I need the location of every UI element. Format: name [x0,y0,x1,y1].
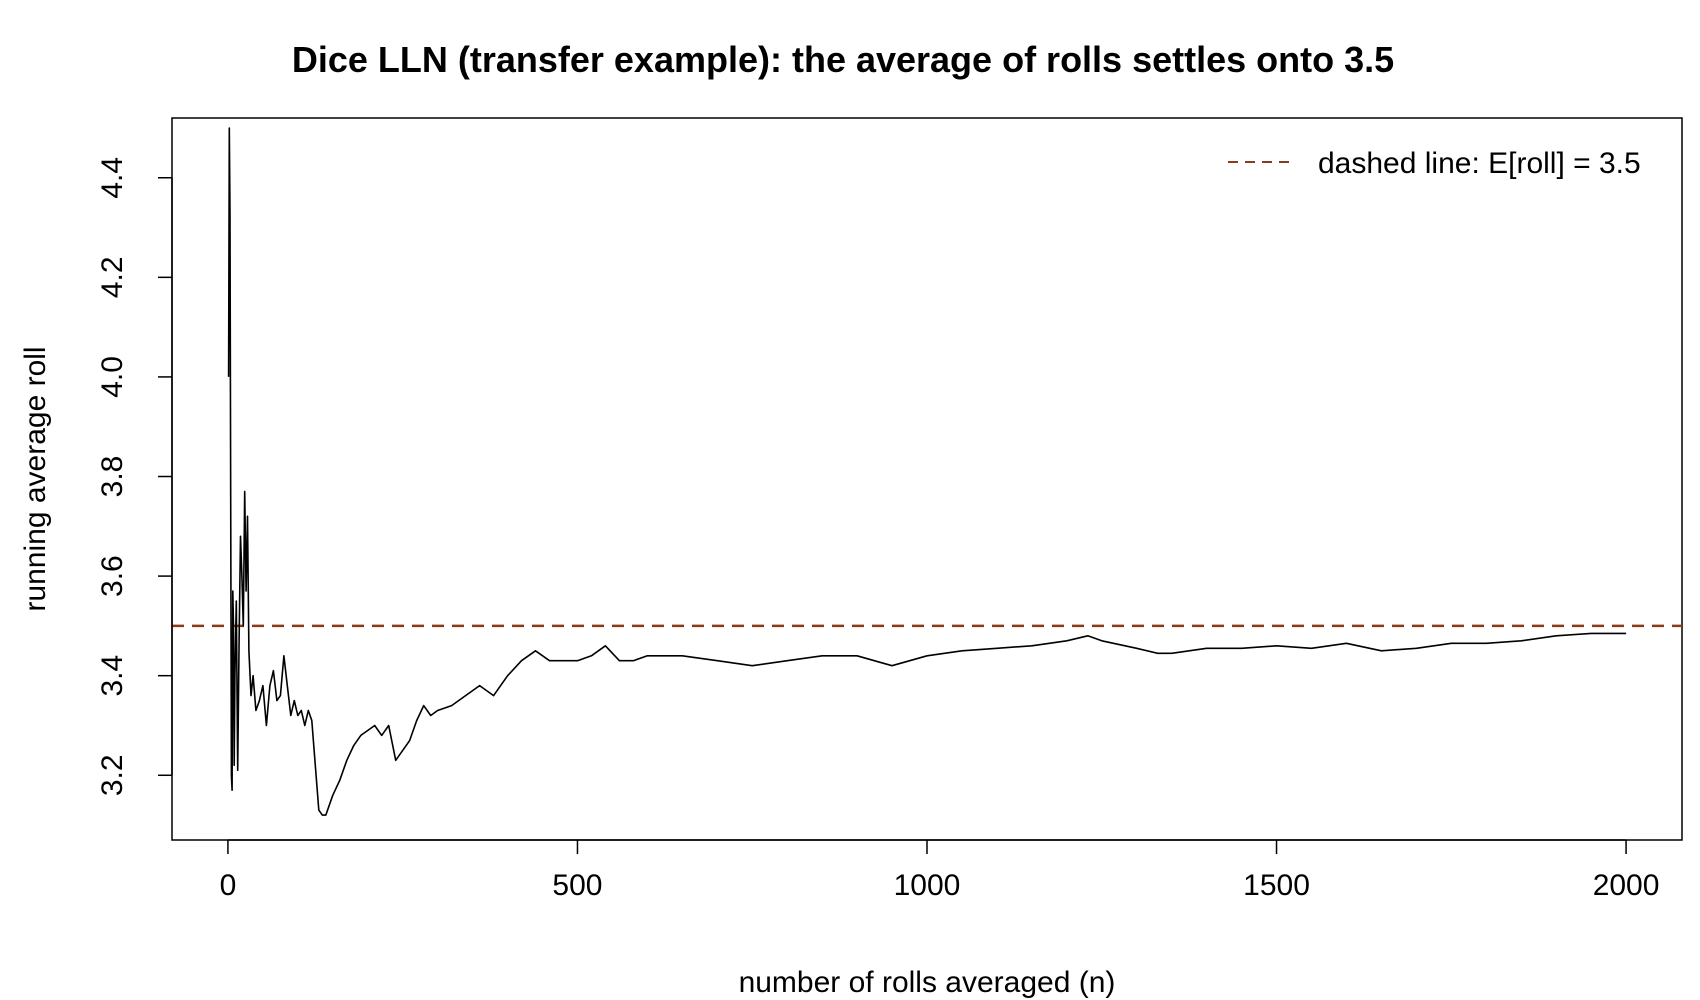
y-tick-label: 3.6 [96,555,129,597]
y-tick-label: 3.8 [96,456,129,498]
x-tick-label: 0 [220,869,237,902]
x-axis: 0 500 1000 1500 2000 [220,839,1660,902]
x-tick-label: 500 [552,869,602,902]
y-tick-label: 4.2 [96,256,129,298]
series-layer [227,127,1627,816]
legend: dashed line: E[roll] = 3.5 [1228,147,1641,180]
legend-label: dashed line: E[roll] = 3.5 [1318,147,1641,180]
x-axis-label: number of rolls averaged (n) [739,966,1116,999]
y-tick-label: 4.0 [96,356,129,398]
y-axis: 3.2 3.4 3.6 3.8 4.0 4.2 4.4 [96,157,173,796]
y-tick-label: 4.4 [96,157,129,199]
chart-title: Dice LLN (transfer example): the average… [292,39,1394,80]
x-tick-label: 1000 [894,869,961,902]
plot-frame [171,117,1683,841]
y-axis-label: running average roll [19,346,52,611]
x-tick-label: 1500 [1243,869,1310,902]
y-tick-label: 3.4 [96,655,129,697]
x-tick-label: 2000 [1593,869,1660,902]
y-tick-label: 3.2 [96,754,129,796]
series-line-0 [227,127,1627,816]
